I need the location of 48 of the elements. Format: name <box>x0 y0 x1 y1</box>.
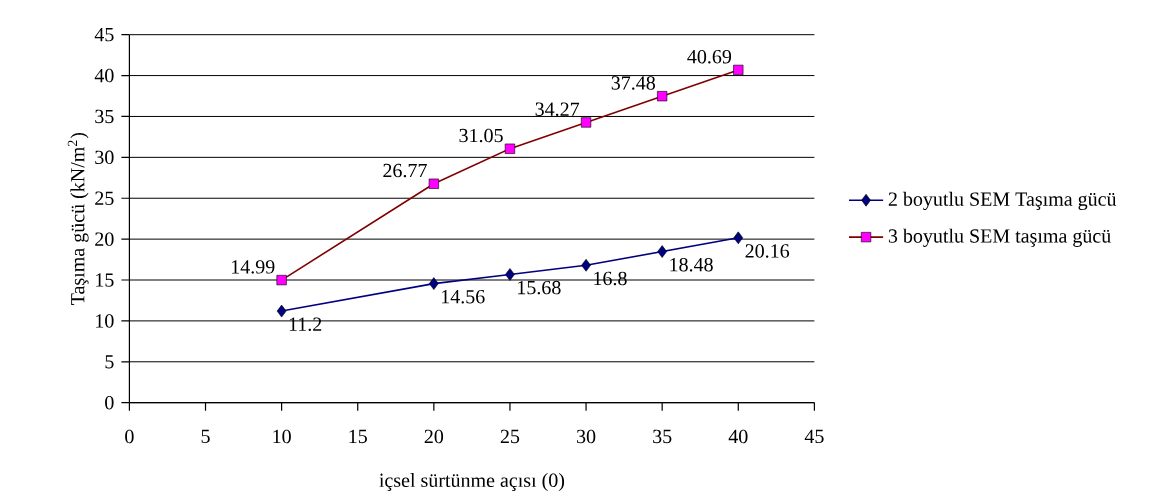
y-tick-label: 5 <box>105 355 114 369</box>
data-label: 20.16 <box>745 244 790 258</box>
data-label: 15.68 <box>518 280 561 295</box>
point <box>428 178 439 189</box>
x-tick-label: 45 <box>804 429 824 444</box>
x-tick-label: 40 <box>728 429 748 444</box>
y-axis-title: Taşıma gücü (kN/m$^{2}$) <box>67 133 89 306</box>
point <box>657 245 667 258</box>
x-tick-label: 30 <box>577 429 596 444</box>
legend-label: 3 boyutlu SEM taşıma gücü <box>888 228 1111 247</box>
x-axis-title: içsel sürtünme açısı (0) <box>379 473 565 492</box>
x-tick-label: 5 <box>201 429 210 444</box>
y-tick-label: 20 <box>95 232 114 246</box>
y-tick-label: 40 <box>94 68 114 83</box>
data-label: 37.48 <box>611 76 656 90</box>
data-label: 26.77 <box>383 163 427 178</box>
y-tick-label: 15 <box>96 273 114 287</box>
data-label: 34.27 <box>535 102 580 117</box>
data-label: 31.05 <box>459 128 503 143</box>
x-tick-label: 25 <box>500 429 520 444</box>
point <box>504 143 516 154</box>
y-tick-label: 45 <box>94 28 114 42</box>
data-label: 40.69 <box>687 50 732 64</box>
point <box>657 91 668 102</box>
y-tick-label: 30 <box>95 150 114 165</box>
y-tick-label: 25 <box>95 191 114 206</box>
point <box>276 275 287 286</box>
data-label: 18.48 <box>670 258 713 272</box>
data-label: 14.99 <box>231 260 275 274</box>
x-tick-label: 35 <box>653 429 672 444</box>
data-label: 14.56 <box>442 290 485 304</box>
y-tick-label: 35 <box>95 109 114 124</box>
x-tick-label: 20 <box>424 429 444 444</box>
y-tick-label: 0 <box>105 396 114 410</box>
point <box>580 117 592 128</box>
x-tick-label: 0 <box>125 429 134 444</box>
data-label: 11.2 <box>289 317 322 332</box>
x-tick-label: 10 <box>273 429 291 444</box>
point <box>429 277 439 291</box>
legend-label: 2 boyutlu SEM Taşıma gücü <box>888 191 1117 211</box>
x-tick-label: 15 <box>349 429 367 444</box>
y-tick-label: 10 <box>96 314 114 328</box>
point <box>276 304 287 318</box>
data-label: 16.8 <box>594 271 627 286</box>
point <box>733 64 744 76</box>
point <box>581 259 591 272</box>
point <box>505 268 515 281</box>
point <box>733 231 744 245</box>
